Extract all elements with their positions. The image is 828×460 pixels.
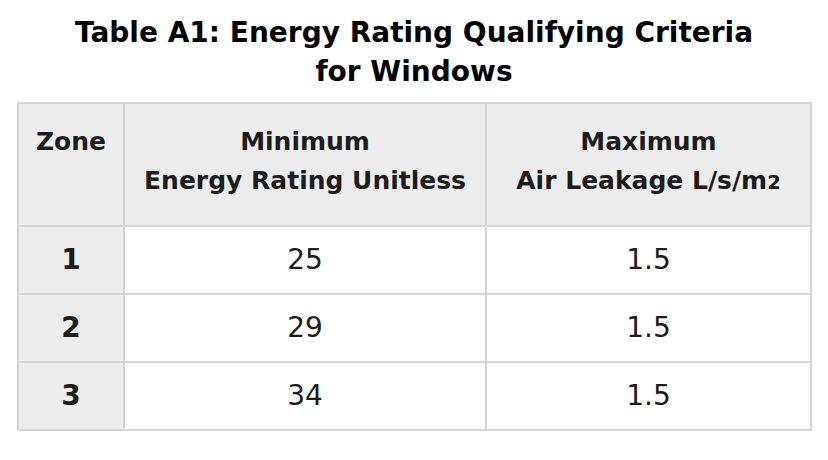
header-line-air-leakage-unit: Air Leakage L/s/m2 bbox=[495, 162, 802, 201]
table-title: Table A1: Energy Rating Qualifying Crite… bbox=[64, 14, 764, 91]
col-header-max-air-leakage: Maximum Air Leakage L/s/m2 bbox=[486, 103, 811, 226]
zone-cell: 1 bbox=[18, 226, 124, 294]
min-energy-rating-cell: 29 bbox=[124, 294, 486, 362]
min-energy-rating-cell: 25 bbox=[124, 226, 486, 294]
table-row: 1 25 1.5 bbox=[18, 226, 811, 294]
header-row: Zone Minimum Energy Rating Unitless Maxi… bbox=[18, 103, 811, 226]
energy-rating-criteria-table: Zone Minimum Energy Rating Unitless Maxi… bbox=[17, 102, 812, 431]
max-air-leakage-cell: 1.5 bbox=[486, 226, 811, 294]
header-line-maximum: Maximum bbox=[495, 123, 802, 162]
table-row: 3 34 1.5 bbox=[18, 362, 811, 430]
col-header-zone: Zone bbox=[18, 103, 124, 226]
min-energy-rating-cell: 34 bbox=[124, 362, 486, 430]
zone-cell: 2 bbox=[18, 294, 124, 362]
header-line-minimum: Minimum bbox=[133, 123, 477, 162]
max-air-leakage-cell: 1.5 bbox=[486, 294, 811, 362]
col-header-min-energy-rating: Minimum Energy Rating Unitless bbox=[124, 103, 486, 226]
air-leakage-unit-text: Air Leakage L/s/m bbox=[516, 166, 767, 195]
air-leakage-unit-exponent: 2 bbox=[767, 171, 781, 194]
page: Table A1: Energy Rating Qualifying Crite… bbox=[0, 14, 828, 460]
table-row: 2 29 1.5 bbox=[18, 294, 811, 362]
header-line-energy-rating-unitless: Energy Rating Unitless bbox=[133, 162, 477, 201]
zone-cell: 3 bbox=[18, 362, 124, 430]
max-air-leakage-cell: 1.5 bbox=[486, 362, 811, 430]
